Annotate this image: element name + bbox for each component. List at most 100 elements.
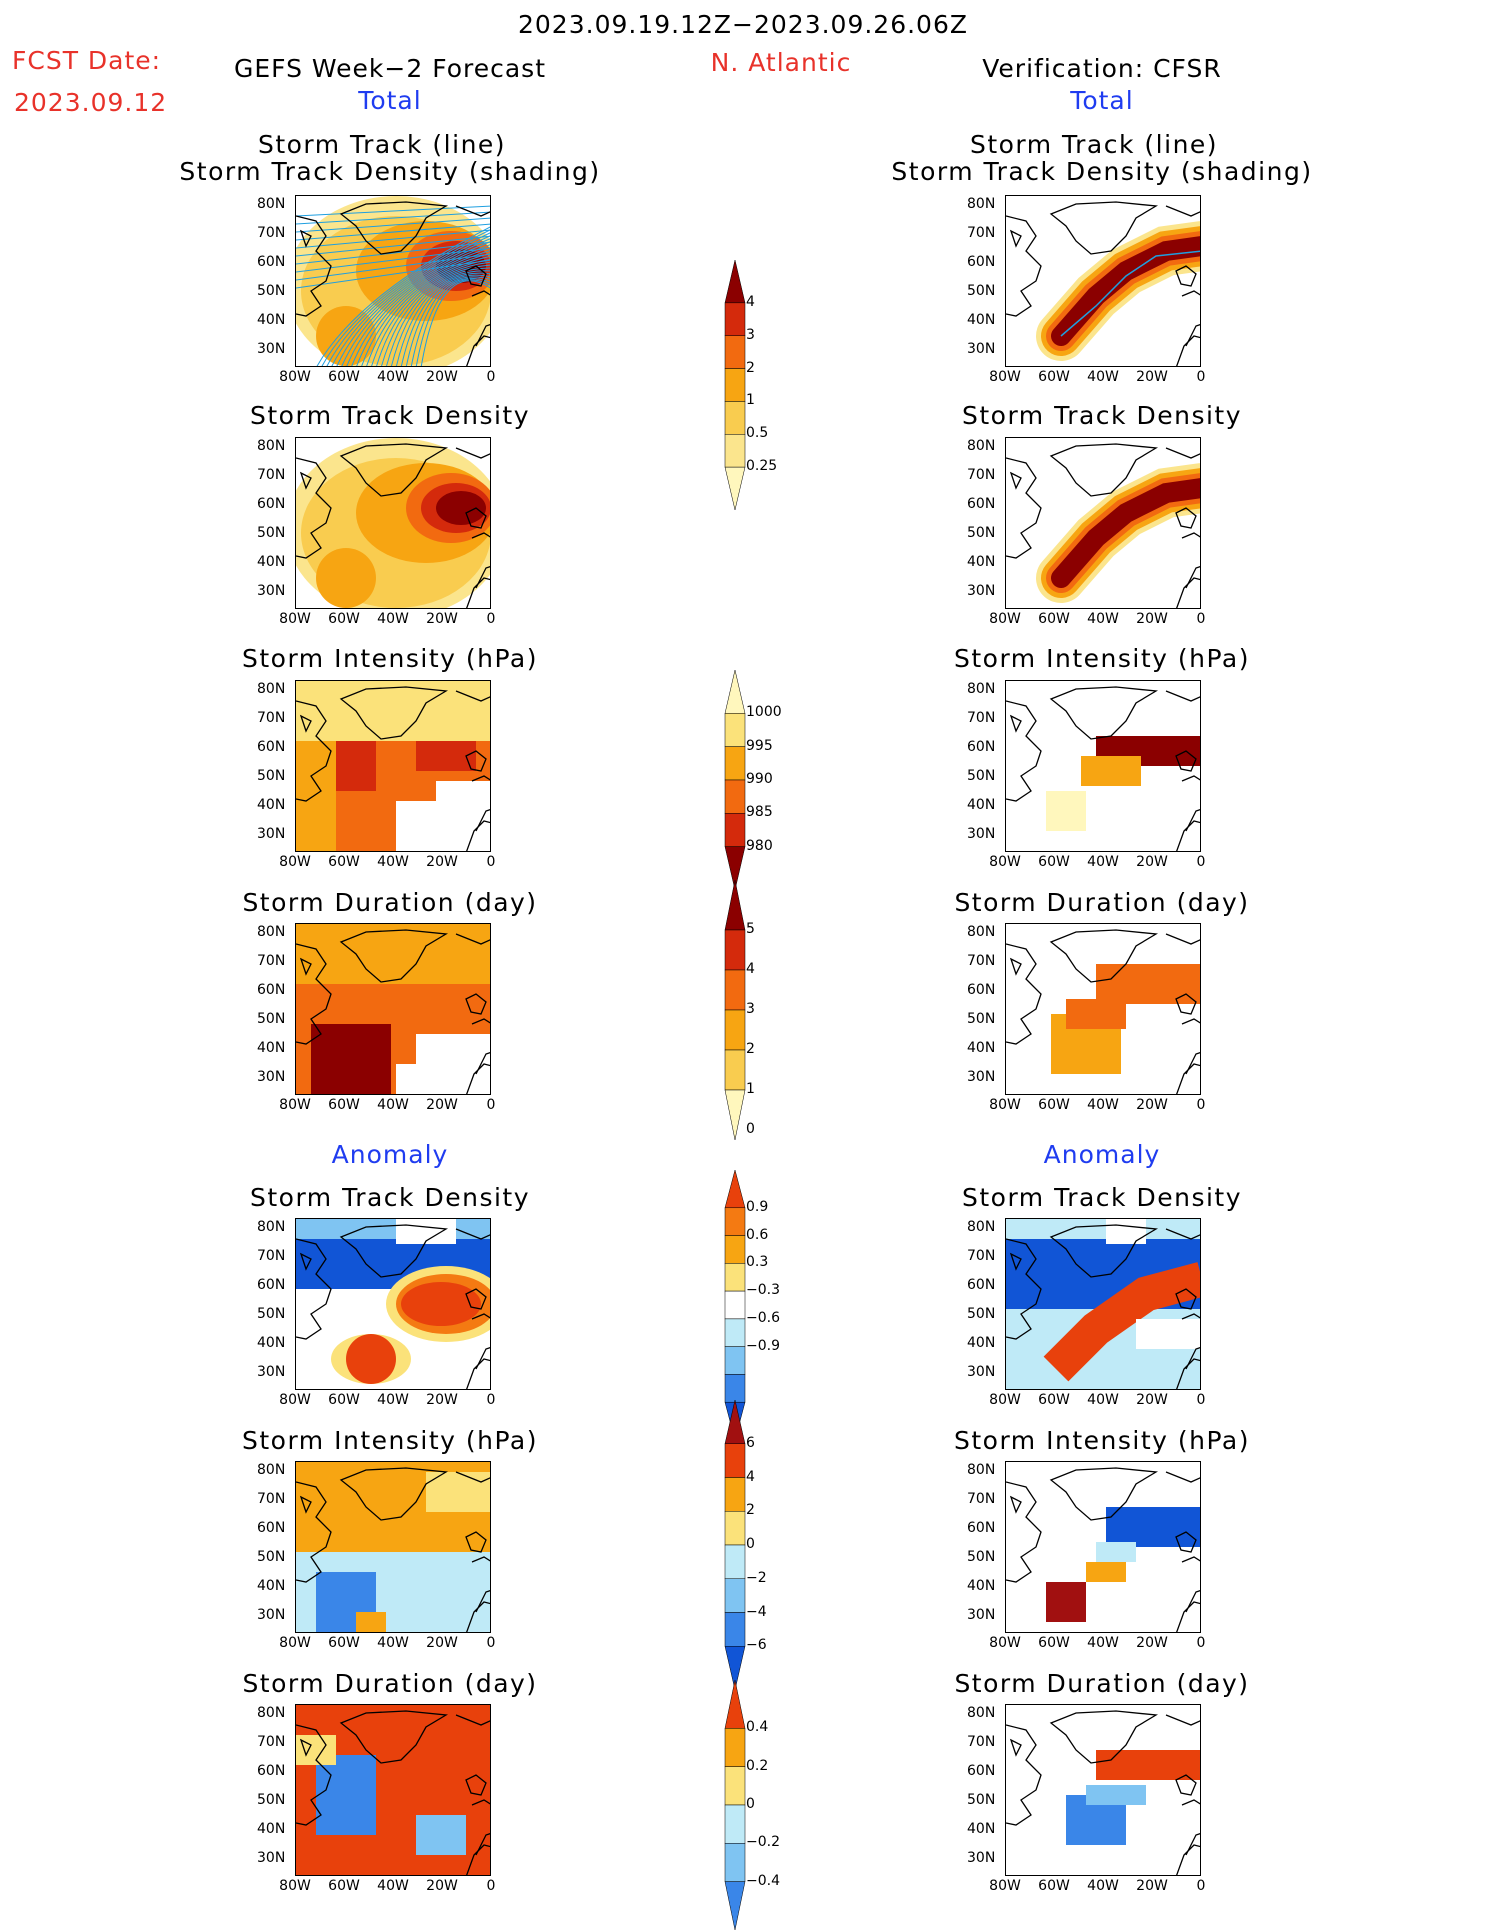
title-duration-anom-right: Storm Duration (day) [954,1669,1250,1698]
colorbar-label: 3 [746,326,755,343]
colorbar-segment [724,1263,746,1292]
colorbar-segment [724,813,746,847]
colorbar-label: 0.4 [746,1719,769,1736]
y-tick-label: 60N [257,1520,286,1536]
y-tick-label: 30N [257,1850,286,1866]
map-intensity-anom [1006,1467,1200,1632]
x-tick-label: 0 [486,1878,496,1894]
y-tick-label: 40N [257,554,286,570]
x-tick-label: 40W [1087,1097,1119,1113]
title-duration-right: Storm Duration (day) [954,888,1250,917]
x-tick-label: 60W [1038,1878,1070,1894]
y-tick-label: 40N [967,312,996,328]
y-tick-label: 50N [257,1549,286,1565]
x-tick-label: 60W [1038,1392,1070,1408]
colorbar-label: 0.3 [746,1254,769,1271]
x-tick-label: 60W [328,1635,360,1651]
colorbar-segment [724,1766,746,1806]
y-tick-label: 60N [967,739,996,755]
coastline [1006,686,1200,851]
map-density [296,438,490,608]
y-tick-label: 40N [967,1040,996,1056]
colorbar-label: −0.4 [746,1872,780,1889]
colorbar-segment [724,670,746,714]
y-tick-label: 30N [967,826,996,842]
y-tick-label: 40N [257,1335,286,1351]
colorbar-label: 985 [746,804,773,821]
title-track-line-right: Storm Track (line) [969,130,1219,159]
y-tick-label: 40N [257,1821,286,1837]
x-tick-label: 80W [279,1097,311,1113]
x-tick-label: 20W [426,854,458,870]
colorbar-label: 0.9 [746,1198,769,1215]
x-tick-label: 0 [486,611,496,627]
y-tick-label: 40N [967,1821,996,1837]
y-tick-label: 80N [257,196,286,212]
y-tick-label: 50N [967,1306,996,1322]
colorbar-segment [724,302,746,336]
y-tick-label: 50N [257,1306,286,1322]
colorbar-segment [724,969,746,1011]
y-tick-label: 80N [967,1219,996,1235]
y-tick-label: 50N [967,1011,996,1027]
y-tick-label: 60N [967,982,996,998]
y-tick-label: 80N [257,1462,286,1478]
coastline [296,201,490,366]
x-tick-label: 80W [279,1392,311,1408]
coastline [1006,443,1200,608]
colorbar-label: 990 [746,771,773,787]
colorbar-segment [724,1578,746,1613]
x-tick-label: 80W [279,1878,311,1894]
x-tick-label: 40W [1087,1878,1119,1894]
x-tick-label: 60W [328,1878,360,1894]
y-tick-label: 30N [257,1364,286,1380]
y-tick-label: 70N [967,1734,996,1750]
title-duration-left: Storm Duration (day) [242,888,538,917]
colorbar-segment [724,1477,746,1512]
map-panel-density-anom-left [295,1218,491,1390]
x-tick-label: 40W [377,1878,409,1894]
map-intensity [1006,686,1200,851]
colorbar-segment [724,1728,746,1767]
y-tick-label: 80N [967,1705,996,1721]
shading [1066,1750,1200,1845]
y-tick-label: 70N [967,1491,996,1507]
x-tick-label: 40W [1087,1635,1119,1651]
colorbar-duration_anom [724,1680,746,1930]
y-tick-label: 60N [257,982,286,998]
colorbar-segment [724,1374,746,1403]
x-tick-label: 40W [377,611,409,627]
x-tick-label: 20W [1136,369,1168,385]
colorbar-segment [724,434,746,468]
y-tick-label: 70N [967,710,996,726]
y-tick-label: 80N [967,924,996,940]
x-tick-label: 0 [1196,369,1206,385]
colorbar-segment [724,1443,746,1478]
y-tick-label: 50N [967,283,996,299]
colorbar-label: 1000 [746,704,782,721]
x-tick-label: 80W [989,1392,1021,1408]
x-tick-label: 60W [1038,1097,1070,1113]
y-tick-label: 40N [967,797,996,813]
shading [296,681,490,851]
shading [1046,736,1200,831]
colorbar-label: 0 [746,1796,755,1812]
map-panel-density-left [295,437,491,609]
y-tick-label: 30N [257,1607,286,1623]
map-panel-intensity-left [295,680,491,852]
x-tick-label: 60W [328,369,360,385]
y-tick-label: 70N [967,225,996,241]
colorbar-label: 0.6 [746,1226,769,1243]
y-tick-label: 60N [967,496,996,512]
colorbar-segment [724,1881,746,1930]
map-panel-duration-right [1005,923,1201,1095]
x-tick-label: 0 [486,1392,496,1408]
y-tick-label: 80N [257,924,286,940]
map-panel-intensity-anom-left [295,1461,491,1633]
y-tick-label: 50N [257,1011,286,1027]
x-tick-label: 60W [328,854,360,870]
title-track-shading-left: Storm Track Density (shading) [179,157,601,186]
fcst-date-label: FCST Date: [12,46,162,75]
title-track-line-left: Storm Track (line) [257,130,507,159]
x-tick-label: 80W [989,369,1021,385]
